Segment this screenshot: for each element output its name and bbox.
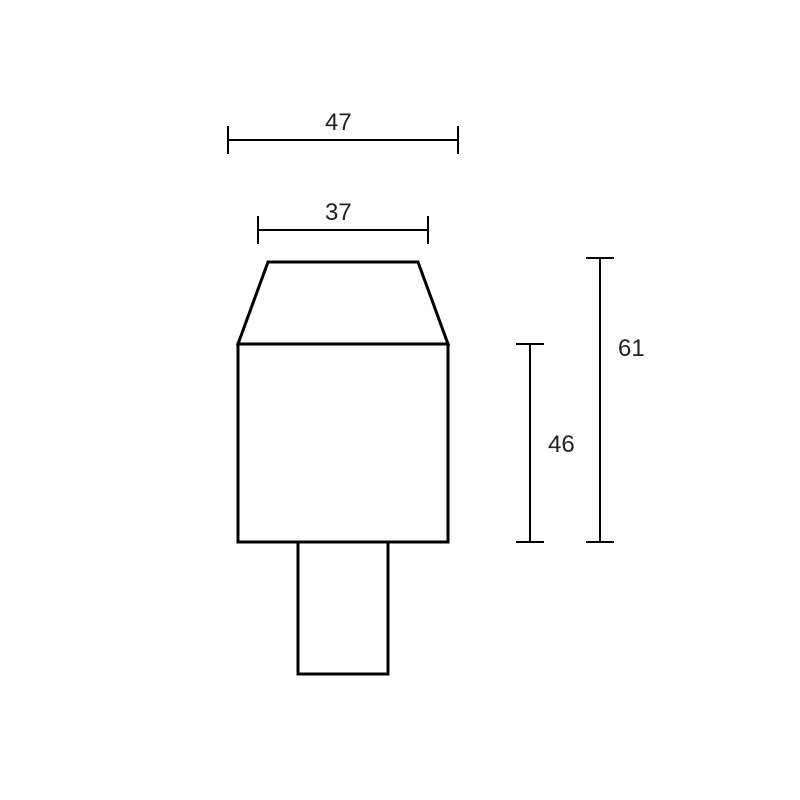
part-outline <box>238 262 448 674</box>
dim-46-label: 46 <box>548 431 575 458</box>
dim-37-label: 37 <box>325 199 352 226</box>
dim-61-label: 61 <box>618 335 645 362</box>
lower-stem-rect <box>298 542 388 674</box>
dim-37: 37 <box>258 199 428 244</box>
dim-61: 61 <box>586 258 645 542</box>
main-body-rect <box>238 344 448 542</box>
dim-47-label: 47 <box>325 109 352 136</box>
technical-drawing: 47 37 61 46 <box>0 0 800 800</box>
trapezoid-top <box>238 262 448 344</box>
dim-46: 46 <box>516 344 575 542</box>
dim-47: 47 <box>228 109 458 154</box>
